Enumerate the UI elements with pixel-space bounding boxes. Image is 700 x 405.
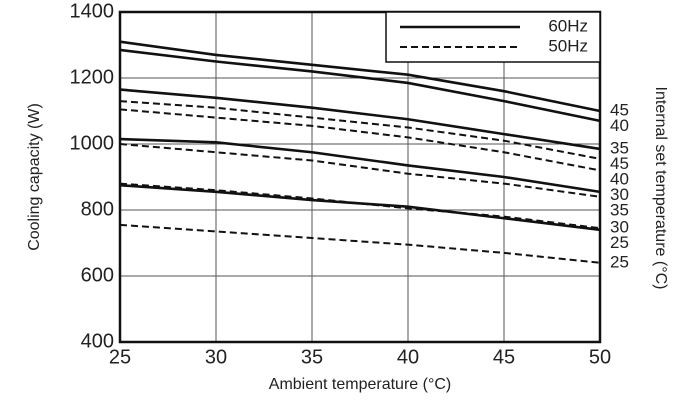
- x-tick-label: 25: [109, 346, 131, 368]
- series-line: [119, 40, 601, 113]
- series-line: [119, 182, 601, 230]
- end-label: 25: [610, 252, 629, 271]
- end-label: 40: [610, 116, 629, 135]
- y-tick-label: 800: [81, 198, 114, 220]
- series-line: [119, 223, 601, 264]
- series-line: [119, 108, 601, 172]
- y-tick-label: 400: [81, 330, 114, 352]
- y-tick-label: 1400: [70, 0, 115, 22]
- end-label: 35: [610, 138, 629, 157]
- x-tick-label: 50: [589, 346, 611, 368]
- legend-label: 60Hz: [548, 16, 588, 35]
- end-label: 25: [610, 233, 629, 252]
- series-line: [119, 137, 601, 194]
- y-axis-label: Cooling capacity (W): [26, 103, 43, 251]
- x-tick-label: 35: [301, 346, 323, 368]
- series-line: [119, 183, 601, 232]
- series-line: [119, 88, 601, 151]
- end-label: 30: [610, 185, 629, 204]
- x-tick-label: 45: [493, 346, 515, 368]
- legend-box: [385, 11, 601, 63]
- series-line: [119, 48, 601, 123]
- legend-label: 50Hz: [548, 36, 588, 55]
- x-tick-label: 30: [205, 346, 227, 368]
- y-tick-label: 1000: [70, 132, 115, 154]
- y-tick-label: 600: [81, 264, 114, 286]
- x-axis-label: Ambient temperature (°C): [269, 376, 451, 393]
- x-tick-label: 40: [397, 346, 419, 368]
- plot-frame: [118, 10, 602, 344]
- series-line: [119, 143, 601, 198]
- y-tick-label: 1200: [70, 66, 115, 88]
- end-label: 40: [610, 169, 629, 188]
- end-label: 45: [610, 154, 629, 173]
- end-label: 45: [610, 100, 629, 119]
- series-line: [119, 100, 601, 160]
- end-label: 35: [610, 200, 629, 219]
- end-label: 30: [610, 218, 629, 237]
- right-axis-label: Internal set temperature (°C): [652, 87, 669, 290]
